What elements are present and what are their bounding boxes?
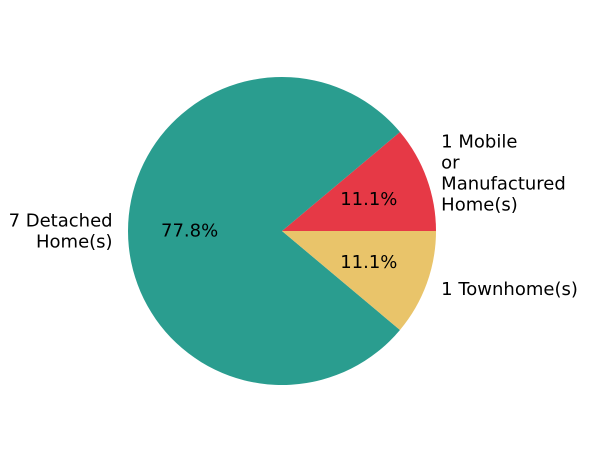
pie-slice-1 xyxy=(128,77,400,385)
slice-label-line: Home(s) xyxy=(36,231,113,252)
slice-label-line: 7 Detached xyxy=(9,210,113,231)
slice-label-line: 1 Townhome(s) xyxy=(441,279,578,300)
slice-percent-1: 77.8% xyxy=(161,221,218,242)
slice-label-line: Manufactured xyxy=(441,173,566,194)
slice-label-line: or xyxy=(441,152,460,173)
slice-label-0: 1 Mobile or Manufactured Home(s) xyxy=(441,131,566,215)
slice-label-2: 1 Townhome(s) xyxy=(441,279,578,300)
slice-percent-0: 11.1% xyxy=(340,189,397,210)
pie-slice-2 xyxy=(282,231,436,330)
slice-label-line: Home(s) xyxy=(441,194,518,215)
pie-slice-0 xyxy=(282,132,436,231)
slice-label-1: 7 Detached Home(s) xyxy=(9,210,113,252)
slice-label-line: 1 Mobile xyxy=(441,131,517,152)
slice-percent-2: 11.1% xyxy=(340,252,397,273)
